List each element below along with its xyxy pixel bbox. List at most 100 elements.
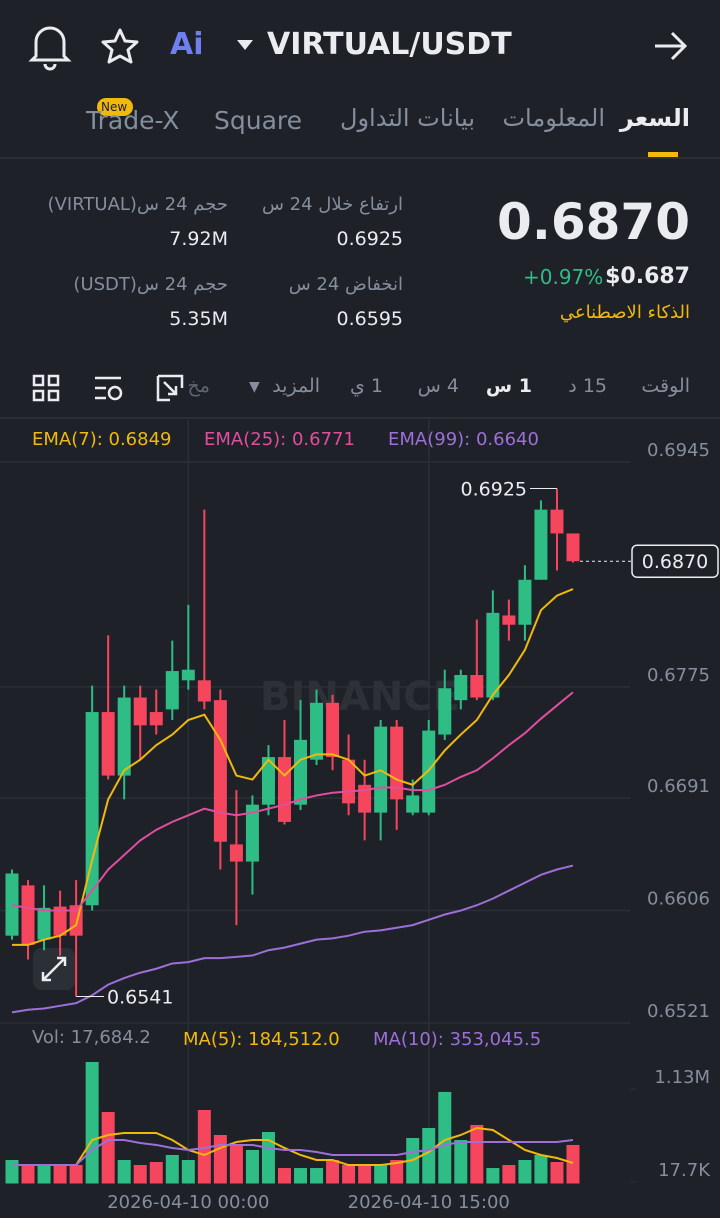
ai-label[interactable]: Ai <box>170 27 204 62</box>
candle-body <box>165 671 179 710</box>
volume-bar <box>53 1165 67 1184</box>
candle-body <box>326 702 340 758</box>
new-badge-bg <box>97 98 133 116</box>
volume-bar <box>470 1124 484 1184</box>
stat-value: 7.92M <box>169 228 228 250</box>
pair-title[interactable]: VIRTUAL/USDT <box>267 27 512 62</box>
volume-bar <box>486 1168 500 1184</box>
interval-label: الوقت <box>641 375 690 397</box>
interval-active[interactable]: 1 س <box>485 375 532 397</box>
low-marker-label: 0.6541 <box>107 987 173 1009</box>
legend-entry: MA(5): 184,512.0 <box>183 1029 340 1050</box>
candle-body <box>21 885 35 945</box>
category-tag[interactable]: الذكاء الاصطناعي <box>559 302 690 323</box>
volume-bar <box>213 1134 227 1184</box>
candle-body <box>342 759 356 804</box>
stat-label: انخفاض 24 س <box>288 274 403 295</box>
volume-bar <box>358 1165 372 1184</box>
volume-tick-label: 17.7K <box>658 1160 711 1181</box>
candle-body <box>5 873 19 936</box>
more-caret: ▼ <box>249 379 260 395</box>
legend-entry: EMA(7): 0.6849 <box>32 429 171 450</box>
stat-label: ارتفاع خلال 24 س <box>261 194 403 215</box>
candle-body <box>534 509 548 580</box>
volume-bar <box>550 1162 564 1184</box>
candle-body <box>53 906 67 936</box>
last-price-box <box>631 544 719 578</box>
volume-bar <box>277 1168 291 1184</box>
indicator-line <box>11 691 574 912</box>
candle-body <box>133 697 147 726</box>
candle-body <box>358 784 372 813</box>
candle-body <box>566 533 580 562</box>
usd-price: $0.687 <box>605 264 690 289</box>
y-tick-label: 0.6521 <box>647 1001 710 1022</box>
volume-bar <box>310 1168 324 1184</box>
volume-bar <box>21 1165 35 1184</box>
grid-icon[interactable] <box>32 374 60 402</box>
candle-body <box>486 612 500 698</box>
interval[interactable]: 4 س <box>417 375 459 397</box>
legend-entry: MA(10): 353,045.5 <box>373 1029 541 1050</box>
stat-value: 0.6925 <box>336 228 403 250</box>
candle-body <box>149 712 163 726</box>
y-tick-label: 0.6691 <box>647 776 710 797</box>
plot-area: BINANCE 0.6945 0.6775 0.6691 0.6606 0.6521 202… <box>0 420 719 1213</box>
volume-bar <box>374 1165 388 1184</box>
stat-label: حجم 24 س(USDT) <box>73 274 228 295</box>
volume-bar <box>101 1111 115 1184</box>
candle-body <box>406 795 420 813</box>
volume-bar <box>422 1127 436 1184</box>
tab[interactable]: المعلومات <box>502 104 605 132</box>
indicator-line <box>12 1126 574 1167</box>
candle-body <box>197 680 211 702</box>
interval-more[interactable]: المزيد <box>272 375 320 397</box>
y-tick-label: 0.6945 <box>647 440 710 461</box>
volume-bar <box>502 1165 516 1184</box>
candle-body <box>85 712 99 906</box>
volume-bar <box>454 1140 468 1184</box>
stat-value: 0.6595 <box>336 308 403 330</box>
active-tab-indicator <box>648 152 678 157</box>
interval[interactable]: مخ <box>187 375 210 397</box>
fullscreen-icon[interactable] <box>156 374 184 402</box>
volume-bar <box>165 1154 179 1184</box>
candle-body <box>310 702 324 760</box>
volume-label: Vol: 17,684.2 <box>32 1027 151 1048</box>
tab[interactable]: السعر <box>619 104 690 132</box>
volume-bar <box>117 1160 131 1184</box>
x-tick-label: 2026-04-10 15:00 <box>348 1192 510 1213</box>
volume-bar <box>149 1162 163 1184</box>
y-tick-label: 0.6606 <box>647 889 710 910</box>
interval[interactable]: 1 ي <box>349 375 383 397</box>
candle-body <box>550 509 564 534</box>
dropdown-caret[interactable] <box>237 40 253 50</box>
tab[interactable]: Trade-X <box>86 106 180 135</box>
volume-tick-label: 1.13M <box>654 1067 710 1088</box>
bell-icon[interactable] <box>28 26 72 71</box>
x-tick-label: 2026-04-10 00:00 <box>107 1192 269 1213</box>
volume-bar <box>326 1160 340 1184</box>
volume-bar <box>197 1109 211 1184</box>
tab[interactable]: بيانات التداول <box>340 104 475 132</box>
candle-body <box>518 579 532 625</box>
candle-body <box>454 675 468 701</box>
y-tick-label: 0.6775 <box>647 665 710 686</box>
tab[interactable]: Square <box>214 106 303 135</box>
legend-entry: EMA(25): 0.6771 <box>204 429 355 450</box>
expand-button[interactable] <box>33 948 75 990</box>
volume-bar <box>438 1091 452 1184</box>
volume-bar <box>534 1154 548 1184</box>
interval[interactable]: 15 د <box>568 375 607 397</box>
volume-bar <box>229 1144 243 1184</box>
volume-bar <box>37 1165 51 1184</box>
star-icon[interactable] <box>101 28 139 64</box>
volume-bar <box>390 1160 404 1184</box>
candle-body <box>277 757 291 822</box>
settings-icon[interactable] <box>95 376 123 401</box>
forward-arrow[interactable] <box>655 31 688 61</box>
candle-body <box>470 675 484 698</box>
volume-bar <box>342 1165 356 1184</box>
